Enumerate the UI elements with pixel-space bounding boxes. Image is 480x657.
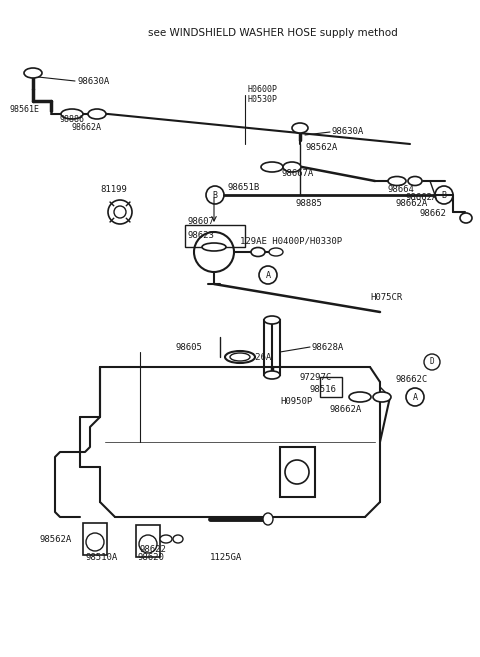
Text: 98562A: 98562A (305, 143, 337, 152)
Text: 98664: 98664 (387, 185, 414, 194)
Text: H075CR: H075CR (370, 292, 402, 302)
Ellipse shape (261, 162, 283, 172)
Text: 97297C: 97297C (300, 373, 332, 382)
Text: A: A (265, 271, 271, 279)
Text: 98662C: 98662C (395, 374, 427, 384)
Bar (83, 523, 107, 555)
Text: 98662A: 98662A (395, 200, 427, 208)
Ellipse shape (264, 316, 280, 324)
Text: H0950P: H0950P (280, 397, 312, 407)
Text: H0600P: H0600P (248, 85, 278, 93)
Text: 98516: 98516 (310, 384, 337, 394)
Text: 98662: 98662 (420, 210, 447, 219)
Ellipse shape (61, 109, 83, 119)
Ellipse shape (408, 177, 422, 185)
Text: 98630A: 98630A (332, 127, 364, 137)
Text: 98662A: 98662A (330, 405, 362, 413)
Text: 98662A: 98662A (405, 193, 437, 202)
Text: see WINDSHIELD WASHER HOSE supply method: see WINDSHIELD WASHER HOSE supply method (148, 28, 398, 38)
Ellipse shape (202, 243, 226, 251)
Text: B: B (213, 191, 217, 200)
Text: 98510A: 98510A (85, 553, 117, 562)
Ellipse shape (269, 248, 283, 256)
Text: 98607: 98607 (188, 217, 215, 225)
Text: 98626A: 98626A (240, 353, 272, 361)
Text: B: B (442, 191, 446, 200)
Bar (264, 320, 280, 375)
Text: 98562A: 98562A (40, 535, 72, 543)
Ellipse shape (349, 392, 371, 402)
Ellipse shape (263, 513, 273, 525)
Text: 98651B: 98651B (228, 183, 260, 191)
Ellipse shape (24, 68, 42, 78)
Ellipse shape (264, 371, 280, 379)
Text: 98605: 98605 (175, 342, 202, 351)
Ellipse shape (388, 177, 406, 185)
Ellipse shape (173, 535, 183, 543)
Text: 98623: 98623 (188, 231, 215, 240)
Ellipse shape (251, 248, 265, 256)
Ellipse shape (160, 535, 172, 543)
Text: 98620: 98620 (138, 553, 165, 562)
Bar (136, 525, 160, 557)
Ellipse shape (292, 123, 308, 133)
Bar (185, 225, 245, 247)
Ellipse shape (225, 351, 255, 363)
Bar (280, 447, 315, 497)
Text: A: A (412, 392, 418, 401)
Text: H0530P: H0530P (248, 95, 278, 104)
Text: 98662A: 98662A (72, 122, 102, 131)
Text: 98630A: 98630A (77, 76, 109, 85)
Text: D: D (430, 357, 434, 367)
Text: 98628A: 98628A (312, 342, 344, 351)
Ellipse shape (88, 109, 106, 119)
Text: 98885: 98885 (295, 198, 322, 208)
Text: 98561E: 98561E (10, 104, 40, 114)
Text: 98667A: 98667A (282, 170, 314, 179)
Text: 98886: 98886 (60, 114, 85, 124)
Bar (320, 377, 342, 397)
Ellipse shape (283, 162, 301, 172)
Ellipse shape (373, 392, 391, 402)
Text: 98622: 98622 (140, 545, 167, 553)
Text: 1125GA: 1125GA (210, 553, 242, 562)
Text: 129AE H0400P/H0330P: 129AE H0400P/H0330P (240, 237, 342, 246)
Text: 81199: 81199 (100, 185, 127, 194)
